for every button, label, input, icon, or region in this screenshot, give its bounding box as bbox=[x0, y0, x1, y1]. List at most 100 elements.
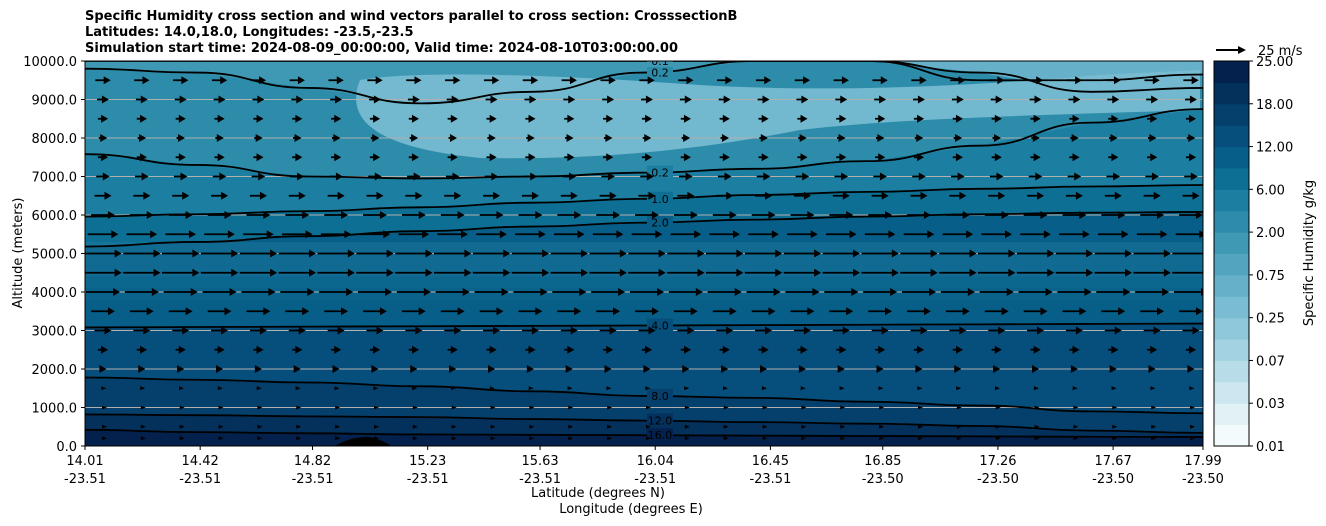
wind-vector-head bbox=[880, 76, 888, 85]
wind-vector-head bbox=[1152, 76, 1160, 85]
wind-vector-head bbox=[1151, 172, 1159, 181]
wind-vector-head bbox=[190, 288, 198, 296]
wind-vector bbox=[1112, 436, 1118, 441]
wind-vector-head bbox=[798, 365, 806, 373]
wind-vector-head bbox=[335, 172, 343, 181]
wind-vector-head bbox=[930, 268, 938, 277]
wind-vector bbox=[646, 436, 651, 441]
wind-vector-head bbox=[613, 211, 621, 219]
wind-vector-head bbox=[140, 95, 148, 104]
wind-vector bbox=[995, 436, 1001, 441]
y-tick-label: 1000.0 bbox=[32, 402, 78, 417]
wind-vector bbox=[607, 405, 613, 410]
wind-vector-head bbox=[379, 307, 387, 316]
colorbar-segment bbox=[1214, 339, 1249, 361]
wind-vector bbox=[179, 386, 185, 391]
wind-vector-head bbox=[457, 307, 465, 316]
wind-vector-head bbox=[538, 230, 546, 239]
wind-vector bbox=[646, 405, 651, 410]
wind-vector bbox=[723, 436, 729, 441]
wind-vector bbox=[645, 386, 651, 391]
wind-vector-head bbox=[930, 249, 938, 258]
wind-vector-head bbox=[464, 268, 472, 277]
wind-vector-head bbox=[295, 345, 303, 354]
wind-vector-head bbox=[1005, 230, 1013, 239]
wind-vector-head bbox=[657, 288, 664, 296]
wind-vector bbox=[607, 424, 613, 429]
colorbar-tick-label: 2.00 bbox=[1256, 226, 1285, 241]
wind-vector-head bbox=[259, 191, 267, 200]
wind-vector bbox=[684, 386, 690, 391]
wind-vector bbox=[567, 386, 573, 391]
wind-vectors bbox=[85, 76, 1203, 441]
colorbar-segment bbox=[1214, 403, 1249, 426]
wind-vector bbox=[489, 386, 495, 391]
wind-vector bbox=[918, 405, 923, 410]
wind-vector-head bbox=[1073, 95, 1081, 104]
wind-vector-head bbox=[801, 95, 809, 104]
wind-vector-head bbox=[1114, 326, 1122, 335]
wind-vector-head bbox=[217, 114, 225, 123]
wind-vector-head bbox=[496, 211, 504, 219]
wind-vector bbox=[1111, 386, 1117, 391]
wind-vector bbox=[140, 386, 146, 391]
wind-vector-head bbox=[457, 211, 465, 219]
wind-vector-head bbox=[606, 153, 614, 162]
wind-vector-head bbox=[1163, 249, 1171, 258]
wind-vector-head bbox=[107, 211, 115, 219]
wind-vector-head bbox=[337, 326, 345, 335]
wind-vector-head bbox=[296, 95, 304, 104]
wind-vector-head bbox=[967, 288, 975, 296]
wind-vector bbox=[179, 436, 185, 441]
wind-vector-head bbox=[995, 95, 1003, 104]
wind-vector bbox=[1073, 436, 1079, 441]
wind-vector-head bbox=[605, 134, 613, 142]
wind-vector-head bbox=[100, 134, 108, 142]
wind-vector-head bbox=[736, 249, 744, 258]
wind-vector-head bbox=[452, 172, 460, 181]
wind-vector-head bbox=[182, 326, 190, 335]
wind-vector-head bbox=[876, 365, 884, 373]
wind-vector bbox=[296, 436, 302, 441]
wind-vector-head bbox=[1111, 114, 1119, 123]
wind-vector-head bbox=[178, 345, 186, 354]
wind-vector-head bbox=[462, 288, 470, 296]
wind-vector-head bbox=[761, 153, 769, 162]
wind-vector bbox=[568, 424, 574, 429]
wind-vector-head bbox=[1113, 172, 1121, 181]
colorbar-segment bbox=[1214, 167, 1249, 190]
wind-vector-head bbox=[697, 249, 705, 258]
wind-vector-head bbox=[415, 326, 423, 335]
y-tick-label: 2000.0 bbox=[32, 363, 78, 378]
colorbar-tick-label: 0.07 bbox=[1256, 354, 1285, 369]
wind-vector-head bbox=[609, 191, 617, 200]
wind-vector-head bbox=[1033, 114, 1041, 123]
chart-title-line-3: Simulation start time: 2024-08-09_00:00:… bbox=[85, 41, 678, 56]
wind-vector-head bbox=[528, 153, 536, 162]
contour-label-background bbox=[647, 428, 673, 442]
wind-vector-head bbox=[450, 114, 458, 123]
wind-vector-head bbox=[768, 211, 776, 219]
wind-vector bbox=[723, 405, 729, 410]
wind-vector-head bbox=[1189, 95, 1197, 104]
x-tick-label-lat: 14.82 bbox=[294, 454, 331, 469]
wind-vector-head bbox=[885, 307, 893, 316]
contour-line bbox=[85, 428, 1203, 438]
contour-label-background bbox=[647, 215, 673, 229]
wind-vector-head bbox=[192, 249, 200, 258]
wind-vector-head bbox=[1086, 249, 1094, 258]
contour-line bbox=[85, 413, 1203, 434]
y-tick-label: 5000.0 bbox=[32, 248, 78, 263]
wind-vector bbox=[1073, 424, 1079, 429]
wind-vector-head bbox=[775, 249, 783, 258]
wind-vector-head bbox=[101, 114, 109, 123]
wind-vector-head bbox=[528, 345, 536, 354]
wind-vector-head bbox=[189, 230, 197, 239]
wind-vector-head bbox=[996, 172, 1004, 181]
wind-vector bbox=[918, 436, 923, 441]
wind-vector-head bbox=[334, 345, 342, 354]
wind-vector bbox=[451, 386, 457, 391]
wind-vector-head bbox=[114, 249, 122, 258]
wind-vector-head bbox=[842, 326, 850, 335]
wind-vector bbox=[102, 436, 107, 441]
